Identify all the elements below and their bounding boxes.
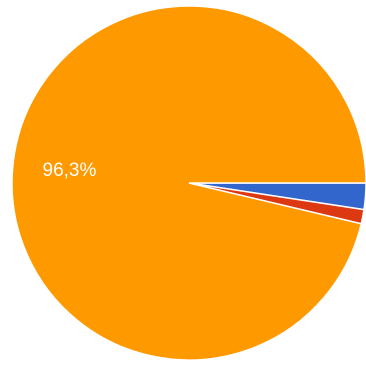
pie-slice-label-0: 96,3%	[43, 160, 97, 181]
pie-slice-0	[11, 5, 366, 361]
pie-labels: 96,3%	[43, 160, 97, 181]
pie-slices	[11, 5, 366, 361]
